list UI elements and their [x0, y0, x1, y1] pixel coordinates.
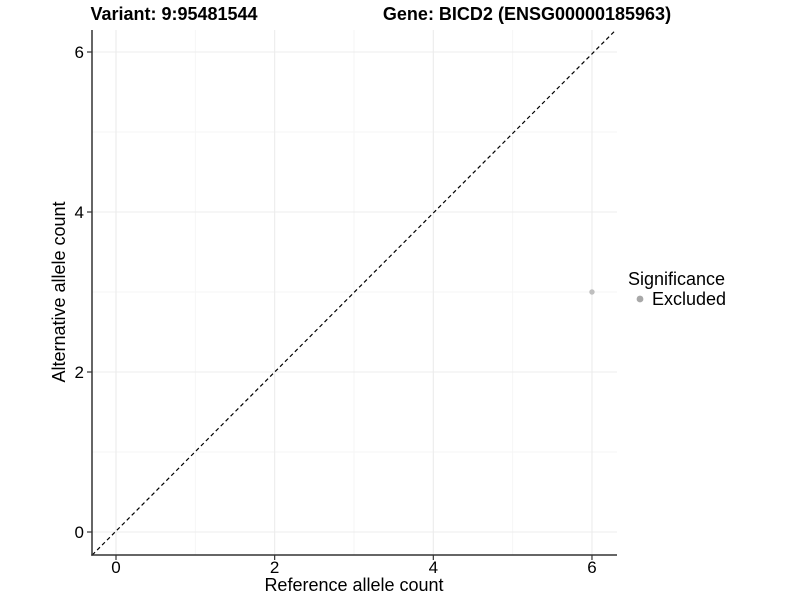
axis-layer [91, 30, 617, 556]
x-axis-title: Reference allele count [264, 575, 443, 595]
legend-entry-label: Excluded [652, 289, 726, 309]
points-layer [589, 289, 595, 295]
data-point [589, 289, 595, 295]
x-tick-label: 4 [429, 558, 438, 577]
plot-title-variant: Variant: 9:95481544 [90, 4, 257, 24]
y-tick-label: 0 [75, 523, 84, 542]
identity-dashed-line [91, 29, 617, 556]
plot-title-gene: Gene: BICD2 (ENSG00000185963) [383, 4, 671, 24]
y-tick-label: 4 [75, 203, 84, 222]
legend: Significance Excluded [628, 269, 726, 309]
x-tick-label: 6 [587, 558, 596, 577]
x-tick-label: 0 [111, 558, 120, 577]
y-tick-label: 6 [75, 43, 84, 62]
tick-layer: 0 2 4 6 0 2 4 6 [75, 43, 597, 577]
legend-title: Significance [628, 269, 725, 289]
y-axis-title: Alternative allele count [49, 201, 69, 382]
legend-key-dot [636, 295, 644, 303]
y-tick-label: 2 [75, 363, 84, 382]
x-tick-label: 2 [270, 558, 279, 577]
